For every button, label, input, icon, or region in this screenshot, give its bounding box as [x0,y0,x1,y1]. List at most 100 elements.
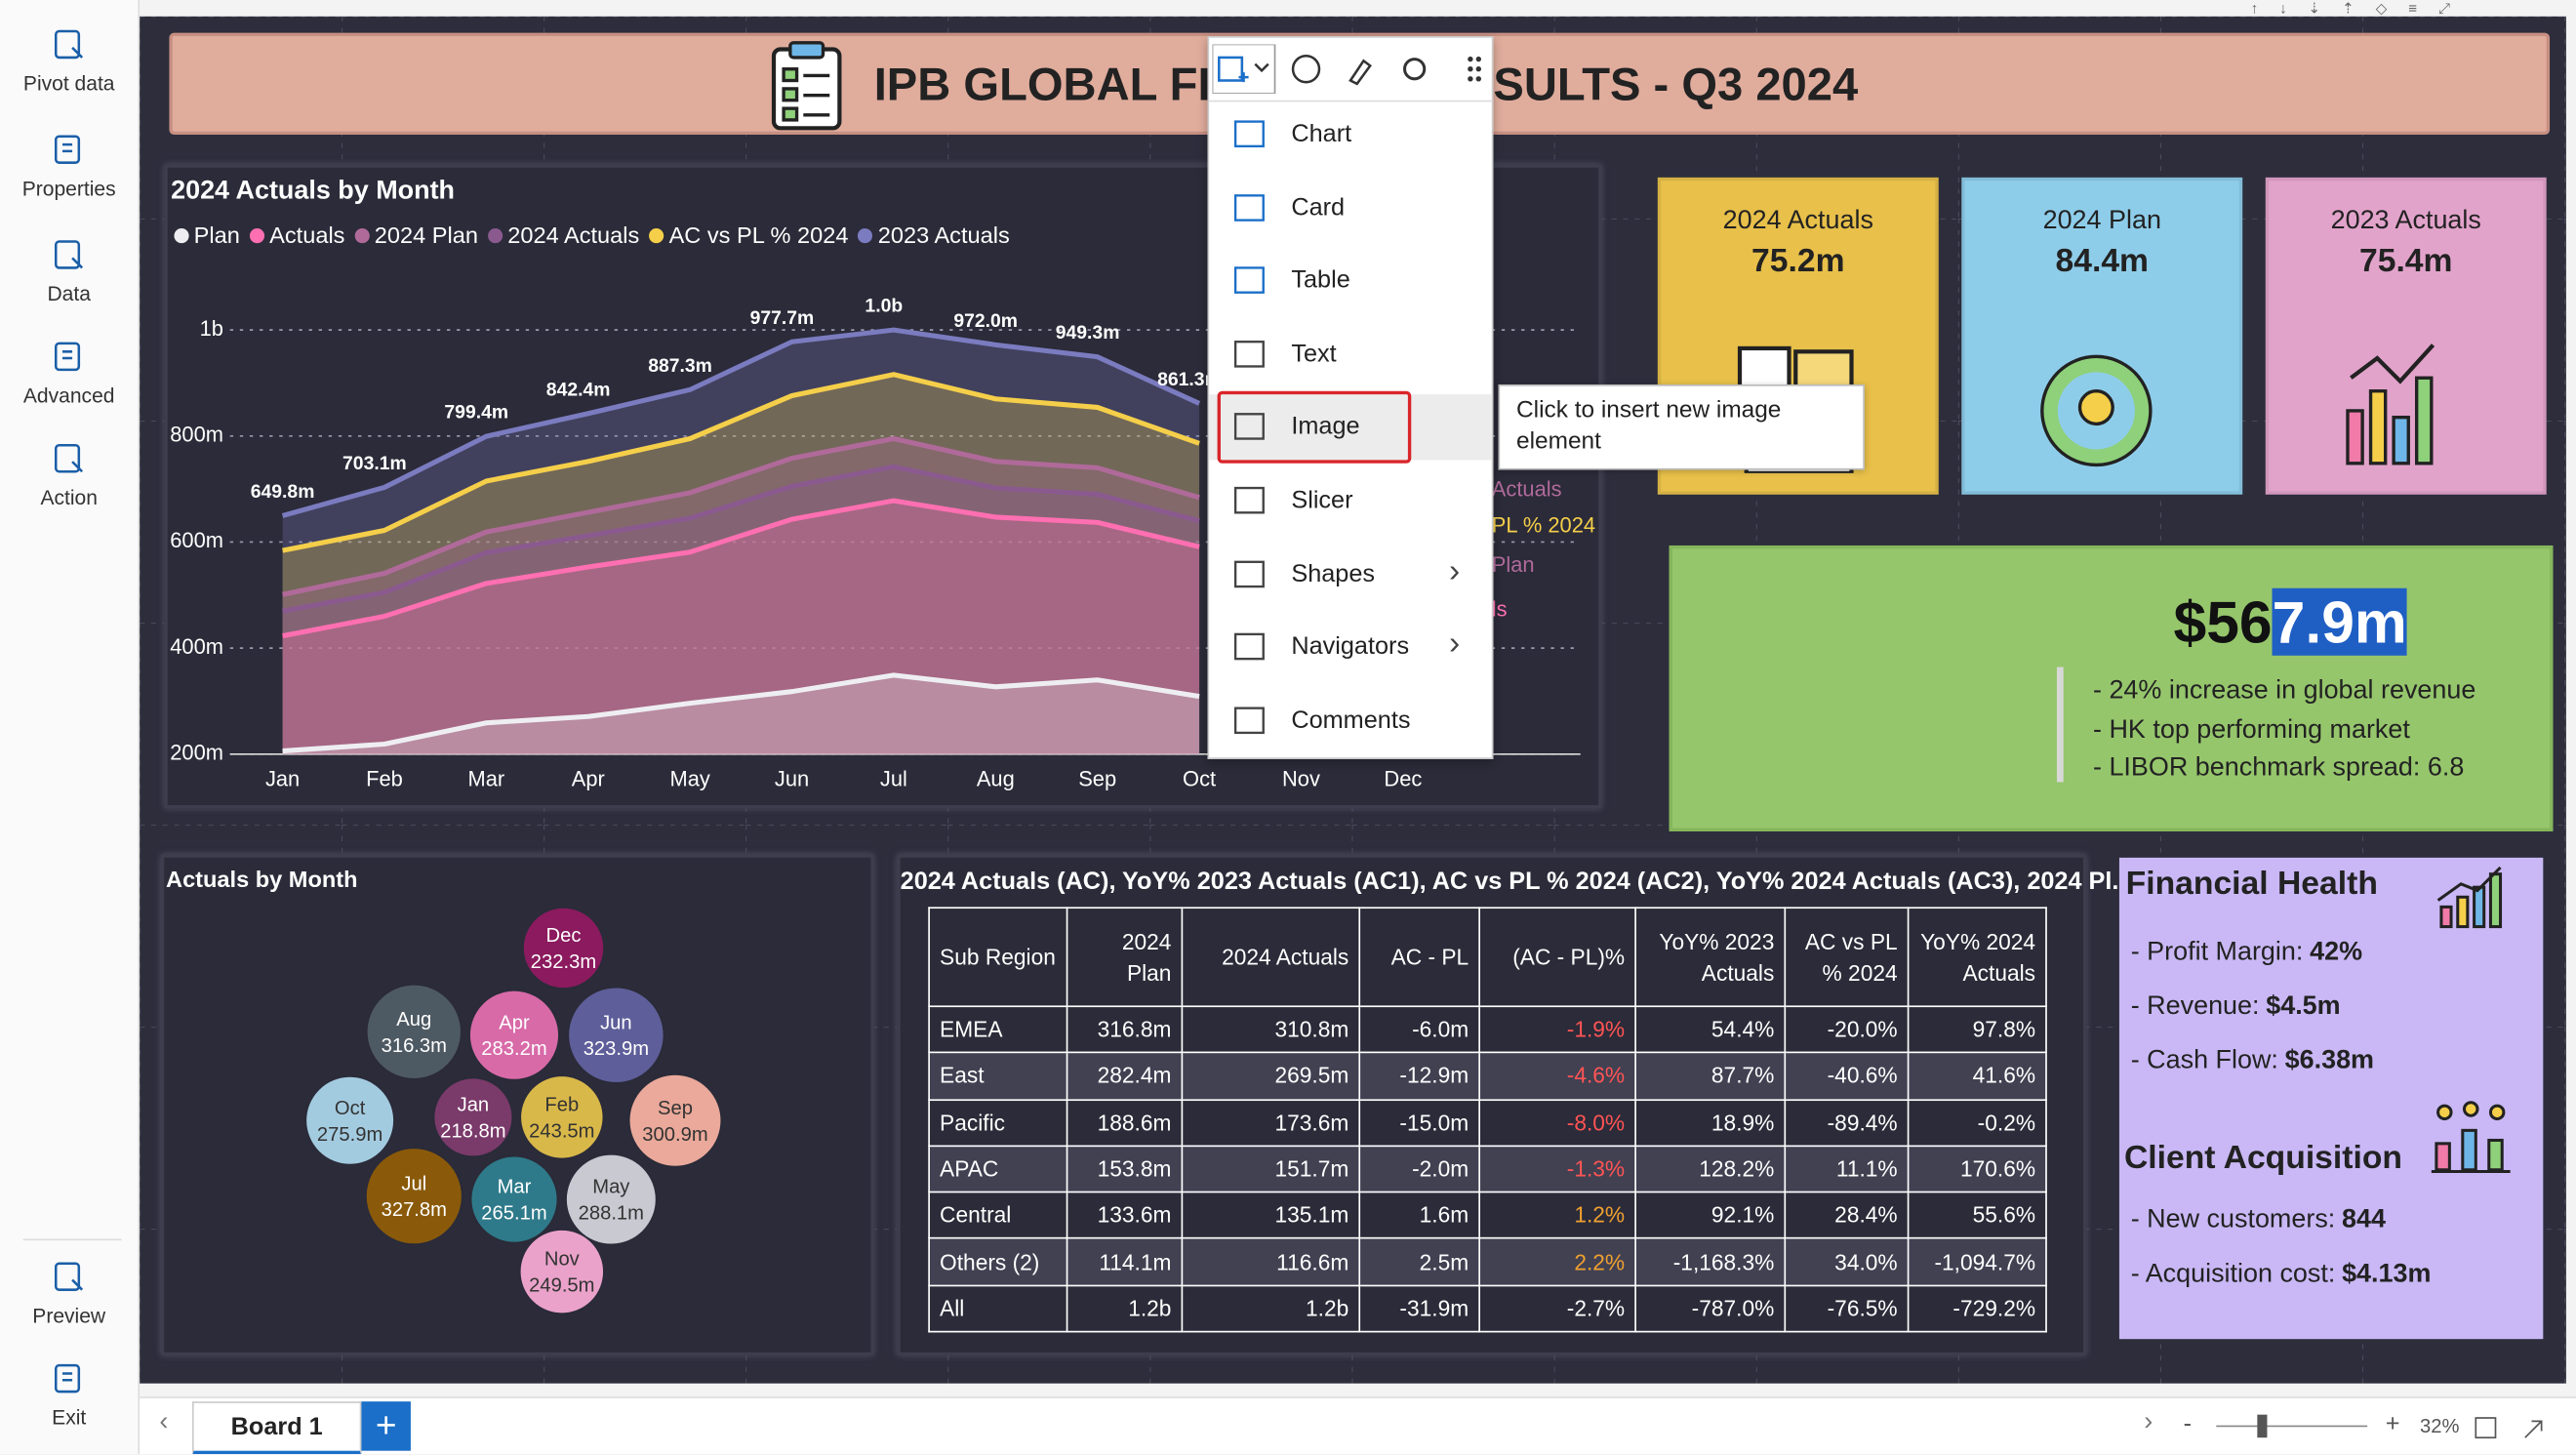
table: Sub Region 2024 Plan 2024 Actuals AC - PL (A… [928,907,2047,1333]
data-label: 703.1m [342,453,407,474]
cell: 114.1m [1066,1237,1184,1286]
icon-shape [2346,409,2364,465]
cell: 1.6m [1358,1191,1480,1240]
bubble-value: 327.8m [382,1199,447,1221]
legend-dot [249,228,265,244]
menu-item[interactable]: Navigators › [1209,615,1492,680]
kpi-icon [2040,354,2153,467]
x-tick-label: Dec [1384,767,1422,791]
legend-item[interactable]: AC vs PL % 2024 [649,222,848,248]
legend-item[interactable]: Plan [174,222,240,248]
side-item[interactable]: Properties [0,132,138,200]
icon-shape [54,29,81,60]
menu-item[interactable]: Slicer [1209,468,1492,534]
prev-arrow[interactable]: ‹ [159,1407,169,1436]
item-label: - Profit Margin: [2130,938,2304,966]
icon-shape [1233,707,1265,734]
cell: 2.5m [1358,1237,1480,1286]
bubble-value: 288.1m [579,1203,644,1225]
legend-item[interactable]: 2023 Actuals [858,222,1010,249]
legend-label: Plan [1491,551,1535,577]
zoom-level: 32% [2420,1414,2460,1438]
selected-text: 7.9m [2272,587,2407,656]
kpi-card: 2023 Actuals 75.4m [2265,177,2547,495]
cell: -1.3% [1478,1145,1636,1193]
side-item[interactable]: Advanced [0,339,138,408]
cell: All [928,1284,1068,1333]
zoom-in[interactable]: + [2385,1409,2400,1438]
legend-item[interactable]: Actuals [249,222,344,248]
side-item[interactable]: Exit [0,1360,138,1430]
table-row: APAC 153.8m 151.7m -2.0m -1.3% 128.2% 11.1% 170… [928,1145,2047,1193]
toolbar-icons[interactable] [1212,44,1485,94]
divider [22,1238,122,1241]
bubble-value: 283.2m [481,1038,546,1060]
menu-label: Text [1291,340,1337,368]
bubble-value: 218.8m [440,1120,505,1142]
bubble-label: Nov [544,1249,581,1271]
side-icon [54,135,81,164]
menu-item[interactable]: Comments [1209,688,1492,753]
footer: ‹ Board 1 + › - + 32% [140,1396,2576,1455]
data-label: 649.8m [251,481,315,503]
side-item[interactable]: Data [0,236,138,305]
area [282,501,1200,754]
menu-item[interactable]: Shapes › [1209,542,1492,607]
cell: 34.0% [1784,1237,1910,1286]
legend-label: ls [1491,596,1508,622]
menu-label: Shapes [1291,559,1376,588]
cell: 2.2% [1478,1237,1636,1286]
data-label: 887.3m [648,355,712,377]
x-tick-label: May [669,767,709,791]
icon-shape [1233,193,1265,222]
bullet: - HK top performing market [2092,715,2410,744]
icon-shape [1233,266,1265,295]
view-icons[interactable] [2473,1413,2555,1442]
menu-item[interactable]: Table [1209,249,1492,314]
bubble-value: 316.3m [382,1035,447,1057]
side-icon [54,240,84,269]
insert-menu: Chart Card Table Text Image Slicer Shapes › Navi… [1207,36,1494,759]
side-item[interactable]: Action [0,440,138,509]
next-arrow[interactable]: › [2144,1407,2153,1436]
add-board[interactable]: + [361,1401,411,1451]
menu-icon [1233,559,1265,587]
bubble [365,983,463,1080]
zoom-out[interactable]: - [2183,1409,2193,1438]
cell: -12.9m [1358,1052,1480,1101]
menu-icon [1233,707,1265,734]
side-item[interactable]: Preview [0,1259,138,1327]
area [282,330,1200,754]
menu-item[interactable]: Chart [1209,101,1492,167]
icon-shape [1233,559,1265,587]
menu-item[interactable]: Card [1209,175,1492,240]
item-value: $4.5m [2266,991,2341,1021]
menu-item[interactable]: Text [1209,322,1492,387]
icon-shape [2042,357,2151,465]
legend-label: 2023 Actuals [877,222,1010,249]
board-tab[interactable]: Board 1 [191,1401,362,1455]
bubble [304,1075,395,1166]
item-value: 42% [2310,938,2363,966]
highlight-card: $567.9m - 24% increase in global revenue… [1669,545,2554,831]
menu-icon [1233,120,1265,148]
top-toolbar: ↑↓⇣⇡◇≡⤢ [2250,0,2473,17]
bubble-label: Apr [499,1012,530,1033]
menu-item[interactable]: Image [1209,391,1492,465]
menu-label: Card [1291,192,1346,222]
y-tick-label: 800m [170,423,223,447]
x-tick-label: Nov [1282,767,1320,791]
side-item[interactable]: Pivot data [0,26,138,96]
zoom-slider[interactable] [2213,1411,2371,1440]
side-icon [54,1363,81,1394]
legend-dot [649,228,664,244]
kpi-value: 75.2m [1751,243,1845,280]
legend-item[interactable]: 2024 Actuals [488,222,639,248]
legend-item[interactable]: 2024 Plan [354,222,478,248]
side-label: Advanced [22,384,115,408]
bubble [518,1229,605,1315]
menu-label: Comments [1291,706,1411,735]
bubble-value: 323.9m [584,1038,649,1060]
cell: -89.4% [1784,1098,1910,1148]
